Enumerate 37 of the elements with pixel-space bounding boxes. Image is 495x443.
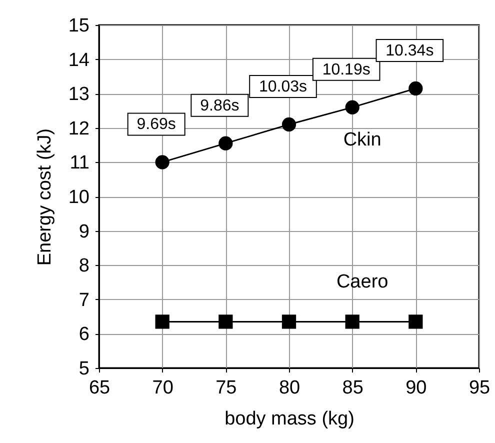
annotation: 10.03s (258, 78, 308, 96)
x-tick-label: 70 (152, 378, 174, 398)
point (218, 136, 233, 150)
y-tick-label: 10 (68, 187, 90, 208)
y-tick-label: 14 (68, 50, 90, 71)
point (408, 314, 423, 329)
annotation: 10.34s (386, 42, 434, 60)
point (282, 117, 296, 132)
point (218, 314, 233, 329)
point (155, 314, 170, 329)
y-tick-label: 9 (78, 221, 90, 242)
point (345, 314, 360, 329)
annotation: 9.86s (200, 97, 240, 114)
x-tick-label: 85 (342, 378, 364, 398)
x-tick-label: 90 (406, 378, 427, 398)
y-tick-label: 13 (68, 84, 90, 106)
point (408, 81, 423, 96)
point (282, 314, 296, 329)
annotation: 10.19s (322, 61, 370, 78)
y-tick-label: 8 (78, 256, 90, 277)
x-tick-label: 75 (216, 378, 237, 398)
y-tick-label: 6 (78, 324, 90, 346)
x-tick-label: 95 (468, 378, 490, 398)
y-tick-label: 11 (70, 152, 90, 174)
series-label: Ckin (343, 129, 382, 150)
annotation: 9.69s (136, 116, 176, 134)
x-tick-label: 80 (278, 378, 300, 398)
series-label: Caero (336, 272, 388, 293)
y-tick-label: 12 (68, 118, 90, 140)
y-axis-title: Energy cost (kJ) (34, 128, 56, 266)
x-tick-label: 65 (88, 378, 110, 398)
y-tick-label: 7 (78, 290, 90, 311)
point (345, 100, 360, 114)
y-tick-label: 15 (68, 16, 90, 36)
point (155, 155, 170, 170)
y-tick-label: 5 (78, 358, 90, 380)
x-axis-title: body mass (kg) (224, 408, 354, 430)
